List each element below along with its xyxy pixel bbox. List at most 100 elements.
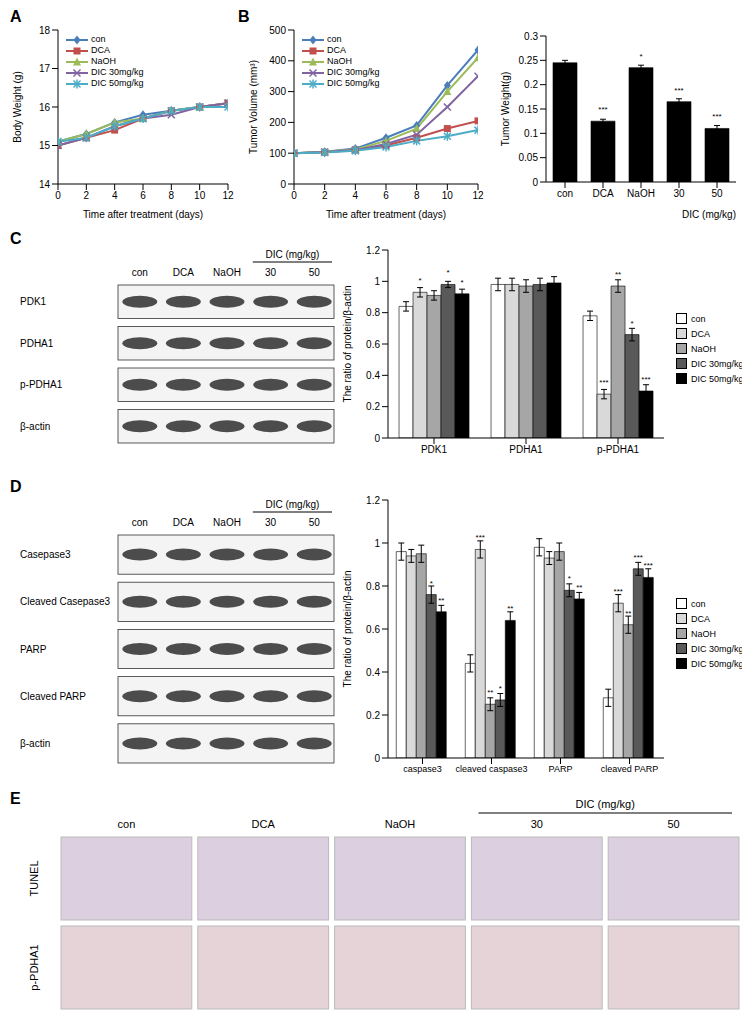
svg-text:***: *** — [476, 533, 485, 542]
svg-text:0.6: 0.6 — [366, 624, 380, 635]
svg-text:0: 0 — [280, 179, 286, 190]
svg-text:14: 14 — [39, 179, 51, 190]
svg-text:DCA: DCA — [252, 818, 276, 830]
svg-text:10: 10 — [442, 190, 454, 201]
svg-text:*: * — [418, 276, 421, 285]
svg-text:10: 10 — [194, 190, 206, 201]
svg-text:***: *** — [614, 587, 623, 596]
svg-text:17: 17 — [39, 63, 51, 74]
svg-text:0.8: 0.8 — [366, 307, 380, 318]
svg-text:con: con — [132, 267, 148, 278]
svg-text:Tumor Volume (mm³): Tumor Volume (mm³) — [248, 60, 259, 154]
svg-text:*: * — [639, 52, 642, 61]
svg-text:50: 50 — [309, 517, 321, 528]
svg-text:2: 2 — [84, 190, 90, 201]
svg-text:0: 0 — [532, 177, 538, 188]
svg-text:PDHA1: PDHA1 — [20, 338, 54, 349]
svg-text:0.25: 0.25 — [519, 55, 539, 66]
svg-text:50: 50 — [309, 267, 321, 278]
svg-text:p-PDHA1: p-PDHA1 — [597, 444, 640, 455]
svg-text:The ratio of protein/β-actin: The ratio of protein/β-actin — [342, 571, 353, 688]
svg-text:0: 0 — [374, 753, 380, 764]
svg-text:DCA: DCA — [173, 517, 194, 528]
svg-text:4: 4 — [112, 190, 118, 201]
svg-text:*: * — [446, 268, 449, 277]
svg-text:***: *** — [641, 375, 650, 384]
svg-text:300: 300 — [269, 86, 286, 97]
svg-text:DIC (mg/kg): DIC (mg/kg) — [682, 209, 736, 220]
svg-text:50: 50 — [711, 188, 723, 199]
svg-text:0.6: 0.6 — [366, 339, 380, 350]
svg-text:**: ** — [615, 270, 621, 279]
svg-text:con: con — [557, 188, 573, 199]
svg-text:DIC (mg/kg): DIC (mg/kg) — [265, 499, 319, 510]
svg-text:12: 12 — [472, 190, 484, 201]
svg-text:200: 200 — [269, 117, 286, 128]
svg-text:30: 30 — [265, 267, 277, 278]
svg-text:Cleaved Casepase3: Cleaved Casepase3 — [20, 596, 110, 607]
svg-text:0: 0 — [55, 190, 61, 201]
svg-text:NaOH: NaOH — [627, 188, 655, 199]
svg-text:1: 1 — [374, 538, 380, 549]
svg-text:***: *** — [599, 378, 608, 387]
svg-text:Body Weight (g): Body Weight (g) — [12, 71, 23, 143]
svg-text:PARP: PARP — [549, 764, 573, 774]
svg-text:0: 0 — [374, 433, 380, 444]
svg-text:***: *** — [674, 86, 683, 95]
svg-text:PDHA1: PDHA1 — [509, 444, 543, 455]
svg-text:PDK1: PDK1 — [421, 444, 448, 455]
svg-text:***: *** — [634, 553, 643, 562]
svg-text:0.15: 0.15 — [519, 104, 539, 115]
svg-text:**: ** — [625, 609, 631, 618]
svg-text:Tumor Weight(g): Tumor Weight(g) — [500, 72, 511, 146]
svg-text:con: con — [132, 517, 148, 528]
svg-text:***: *** — [712, 112, 721, 121]
svg-text:DCA: DCA — [592, 188, 613, 199]
svg-text:PARP: PARP — [20, 644, 47, 655]
svg-text:*: * — [499, 684, 502, 693]
svg-text:p-PDHA1: p-PDHA1 — [28, 944, 40, 990]
svg-text:100: 100 — [269, 148, 286, 159]
svg-text:0: 0 — [291, 190, 297, 201]
svg-text:DIC (mg/kg): DIC (mg/kg) — [265, 249, 319, 260]
svg-text:TUNEL: TUNEL — [28, 860, 40, 896]
svg-text:Casepase3: Casepase3 — [20, 549, 71, 560]
svg-text:caspase3: caspase3 — [403, 764, 442, 774]
svg-text:0.2: 0.2 — [524, 79, 538, 90]
svg-text:1.2: 1.2 — [366, 495, 380, 506]
svg-text:4: 4 — [353, 190, 359, 201]
svg-text:0.4: 0.4 — [366, 667, 380, 678]
svg-text:*: * — [430, 579, 433, 588]
svg-text:β-actin: β-actin — [20, 421, 50, 432]
svg-text:PDK1: PDK1 — [20, 296, 47, 307]
svg-text:Time after treatment (days): Time after treatment (days) — [83, 209, 203, 220]
svg-text:0.4: 0.4 — [366, 370, 380, 381]
svg-text:12: 12 — [222, 190, 234, 201]
svg-text:30: 30 — [673, 188, 685, 199]
svg-text:p-PDHA1: p-PDHA1 — [20, 379, 63, 390]
svg-text:400: 400 — [269, 55, 286, 66]
svg-text:0.2: 0.2 — [366, 401, 380, 412]
svg-text:NaOH: NaOH — [213, 517, 241, 528]
svg-text:50: 50 — [667, 818, 679, 830]
svg-text:***: *** — [644, 561, 653, 570]
svg-text:8: 8 — [169, 190, 175, 201]
svg-text:500: 500 — [269, 25, 286, 36]
svg-text:0.3: 0.3 — [524, 31, 538, 42]
svg-text:*: * — [568, 574, 571, 583]
svg-text:18: 18 — [39, 25, 51, 36]
svg-text:NaOH: NaOH — [213, 267, 241, 278]
svg-text:cleaved caspase3: cleaved caspase3 — [455, 764, 527, 774]
svg-text:DIC (mg/kg): DIC (mg/kg) — [576, 798, 635, 810]
svg-text:16: 16 — [39, 102, 51, 113]
svg-text:**: ** — [438, 596, 444, 605]
svg-text:Time after treatment (days): Time after treatment (days) — [326, 209, 446, 220]
svg-text:30: 30 — [531, 818, 543, 830]
svg-text:DCA: DCA — [173, 267, 194, 278]
svg-text:8: 8 — [414, 190, 420, 201]
svg-text:*: * — [460, 278, 463, 287]
svg-text:**: ** — [507, 604, 513, 613]
svg-text:0.1: 0.1 — [524, 128, 538, 139]
svg-text:*: * — [630, 319, 633, 328]
svg-text:**: ** — [487, 688, 493, 697]
